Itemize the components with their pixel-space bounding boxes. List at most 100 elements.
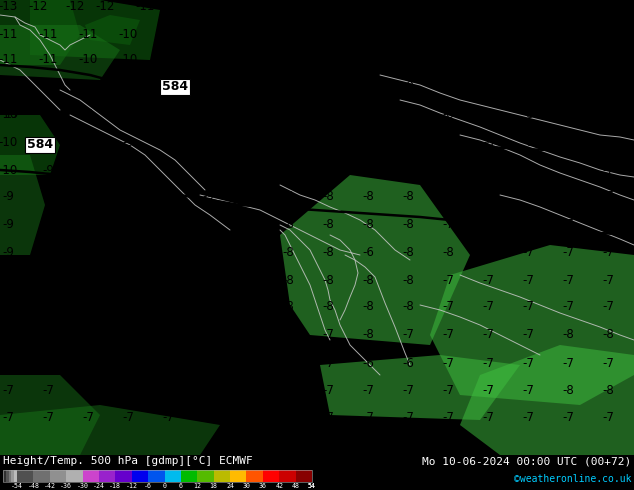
Text: -10: -10 xyxy=(238,80,257,94)
Text: 19: 19 xyxy=(5,110,19,120)
Text: -10: -10 xyxy=(238,28,257,42)
Bar xyxy=(197,470,214,482)
Text: -8: -8 xyxy=(122,273,134,287)
Text: -7: -7 xyxy=(122,411,134,423)
Text: -10: -10 xyxy=(358,53,378,67)
Text: -8: -8 xyxy=(282,191,294,203)
Text: -8: -8 xyxy=(482,191,494,203)
Bar xyxy=(66,470,82,482)
Text: -7: -7 xyxy=(602,219,614,231)
Text: -7: -7 xyxy=(162,300,174,314)
Text: -8: -8 xyxy=(282,300,294,314)
Text: -9: -9 xyxy=(202,164,214,176)
Text: -8: -8 xyxy=(402,246,414,260)
Text: -13: -13 xyxy=(0,0,18,14)
Bar xyxy=(247,470,263,482)
Text: -8: -8 xyxy=(602,108,614,122)
Text: -9: -9 xyxy=(362,137,374,149)
Text: -7: -7 xyxy=(322,411,334,423)
Text: -7: -7 xyxy=(162,411,174,423)
Text: 584: 584 xyxy=(27,139,53,151)
Text: -10: -10 xyxy=(598,28,618,42)
Text: -10: -10 xyxy=(0,137,18,149)
Bar xyxy=(3,470,312,482)
Text: -10: -10 xyxy=(458,0,477,14)
Text: -11: -11 xyxy=(418,0,437,14)
Text: -9: -9 xyxy=(82,108,94,122)
Text: -9: -9 xyxy=(362,80,374,94)
Text: -12: -12 xyxy=(95,0,115,14)
Text: -7: -7 xyxy=(282,357,294,369)
Text: -8: -8 xyxy=(362,300,374,314)
Bar xyxy=(115,470,132,482)
Text: -8: -8 xyxy=(482,246,494,260)
Text: -7: -7 xyxy=(242,300,254,314)
Text: -9: -9 xyxy=(562,28,574,42)
Text: -10: -10 xyxy=(398,53,418,67)
Text: -9: -9 xyxy=(202,137,214,149)
Text: -7: -7 xyxy=(122,357,134,369)
Text: -10: -10 xyxy=(318,80,338,94)
Text: -8: -8 xyxy=(2,328,14,342)
Bar xyxy=(82,470,99,482)
Text: -8: -8 xyxy=(282,246,294,260)
Text: -6: -6 xyxy=(362,246,374,260)
Text: -7: -7 xyxy=(282,411,294,423)
Text: -10: -10 xyxy=(0,80,18,94)
Text: -7: -7 xyxy=(602,300,614,314)
Text: -10: -10 xyxy=(79,80,98,94)
Text: -7: -7 xyxy=(202,411,214,423)
Text: -9: -9 xyxy=(162,191,174,203)
Text: -7: -7 xyxy=(602,273,614,287)
Text: -9: -9 xyxy=(202,191,214,203)
Text: -7: -7 xyxy=(602,357,614,369)
Text: -8: -8 xyxy=(562,80,574,94)
Text: -8: -8 xyxy=(362,219,374,231)
Text: -8: -8 xyxy=(562,384,574,396)
Text: -8: -8 xyxy=(562,137,574,149)
Text: -9: -9 xyxy=(362,164,374,176)
Text: -7: -7 xyxy=(162,328,174,342)
Text: -10: -10 xyxy=(198,108,217,122)
Text: -7: -7 xyxy=(362,384,374,396)
Text: -8: -8 xyxy=(602,384,614,396)
Text: -8: -8 xyxy=(362,191,374,203)
Text: -8: -8 xyxy=(122,246,134,260)
Text: -8: -8 xyxy=(2,300,14,314)
Text: -8: -8 xyxy=(282,164,294,176)
Text: -8: -8 xyxy=(282,219,294,231)
Bar xyxy=(279,470,295,482)
Text: -8: -8 xyxy=(82,357,94,369)
Text: -7: -7 xyxy=(442,273,454,287)
Text: -9: -9 xyxy=(2,219,14,231)
Text: -7: -7 xyxy=(562,357,574,369)
Bar xyxy=(50,470,66,482)
Text: -7: -7 xyxy=(162,384,174,396)
Text: -9: -9 xyxy=(282,137,294,149)
Text: -8: -8 xyxy=(242,191,254,203)
Text: 0: 0 xyxy=(162,483,167,489)
Text: -7: -7 xyxy=(202,328,214,342)
Text: -12: -12 xyxy=(216,0,235,14)
Text: -10: -10 xyxy=(538,0,558,14)
Text: -9: -9 xyxy=(562,53,574,67)
Text: -7: -7 xyxy=(602,411,614,423)
Text: -54: -54 xyxy=(11,483,23,489)
Text: -9: -9 xyxy=(242,108,254,122)
Text: -9: -9 xyxy=(122,137,134,149)
Text: -10: -10 xyxy=(119,28,138,42)
Text: -8: -8 xyxy=(562,164,574,176)
Text: -11: -11 xyxy=(198,53,217,67)
Text: -7: -7 xyxy=(602,246,614,260)
Text: -11: -11 xyxy=(135,0,155,14)
Bar xyxy=(214,470,230,482)
Text: -11: -11 xyxy=(0,53,18,67)
Text: -8: -8 xyxy=(82,246,94,260)
Text: -9: -9 xyxy=(402,137,414,149)
Text: -8: -8 xyxy=(42,300,54,314)
Text: -10: -10 xyxy=(578,0,598,14)
Text: -8: -8 xyxy=(322,219,334,231)
Text: -7: -7 xyxy=(322,328,334,342)
Text: -7: -7 xyxy=(522,357,534,369)
Text: -9: -9 xyxy=(442,53,454,67)
